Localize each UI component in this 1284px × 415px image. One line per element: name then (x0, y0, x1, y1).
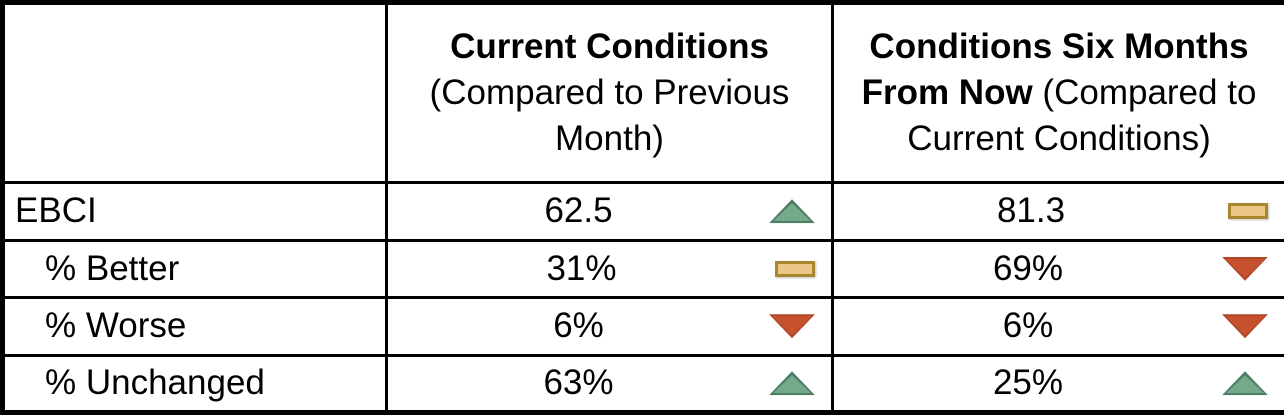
unchanged-future-cell: 25% (831, 353, 1284, 414)
table-row-worse: % Worse 6% 6% (1, 296, 1284, 357)
table-row-better: % Better 31% 69% (1, 238, 1284, 299)
header-row: Current Conditions (Compared to Previous… (1, 1, 1284, 184)
cell-value: 69% (992, 248, 1064, 288)
table-row-unchanged: % Unchanged 63% 25% (1, 353, 1284, 414)
row-label: % Worse (1, 296, 388, 357)
cell-value: 81.3 (996, 191, 1066, 231)
unchanged-current-cell: 63% (385, 353, 834, 414)
worse-future-cell: 6% (831, 296, 1284, 357)
ebci-future-cell: 81.3 (831, 181, 1284, 242)
header-current-conditions: Current Conditions (Compared to Previous… (385, 1, 834, 184)
down-triangle-icon (769, 314, 815, 339)
down-triangle-icon (1222, 256, 1268, 281)
table-row-ebci: EBCI 62.5 81.3 (1, 181, 1284, 242)
cell-value: 62.5 (544, 191, 613, 231)
up-triangle-icon (1222, 371, 1268, 396)
row-label: % Unchanged (1, 353, 388, 414)
header-six-months: Conditions Six Months From Now (Compared… (831, 1, 1284, 184)
better-current-cell: 31% (385, 238, 834, 299)
ebci-current-cell: 62.5 (385, 181, 834, 242)
up-triangle-icon (769, 199, 815, 224)
row-label: % Better (1, 238, 388, 299)
flat-rectangle-icon (775, 260, 815, 277)
worse-current-cell: 6% (385, 296, 834, 357)
header-current-subtitle: (Compared to Previous Month) (429, 72, 790, 159)
flat-rectangle-icon (1228, 203, 1268, 220)
header-current-title: Current Conditions (450, 26, 769, 66)
header-six-months-title: Conditions Six Months From Now (861, 26, 1249, 112)
cell-value: 6% (553, 306, 604, 346)
cell-value: 25% (992, 363, 1064, 403)
row-label: EBCI (1, 181, 388, 242)
header-six-months-subtitle: (Compared to Current Conditions) (907, 72, 1257, 159)
cell-value: 63% (543, 363, 614, 403)
cell-value: 6% (1002, 306, 1054, 346)
better-future-cell: 69% (831, 238, 1284, 299)
cell-value: 31% (546, 248, 617, 288)
down-triangle-icon (1222, 314, 1268, 339)
header-empty-cell (1, 1, 388, 184)
up-triangle-icon (769, 371, 815, 396)
